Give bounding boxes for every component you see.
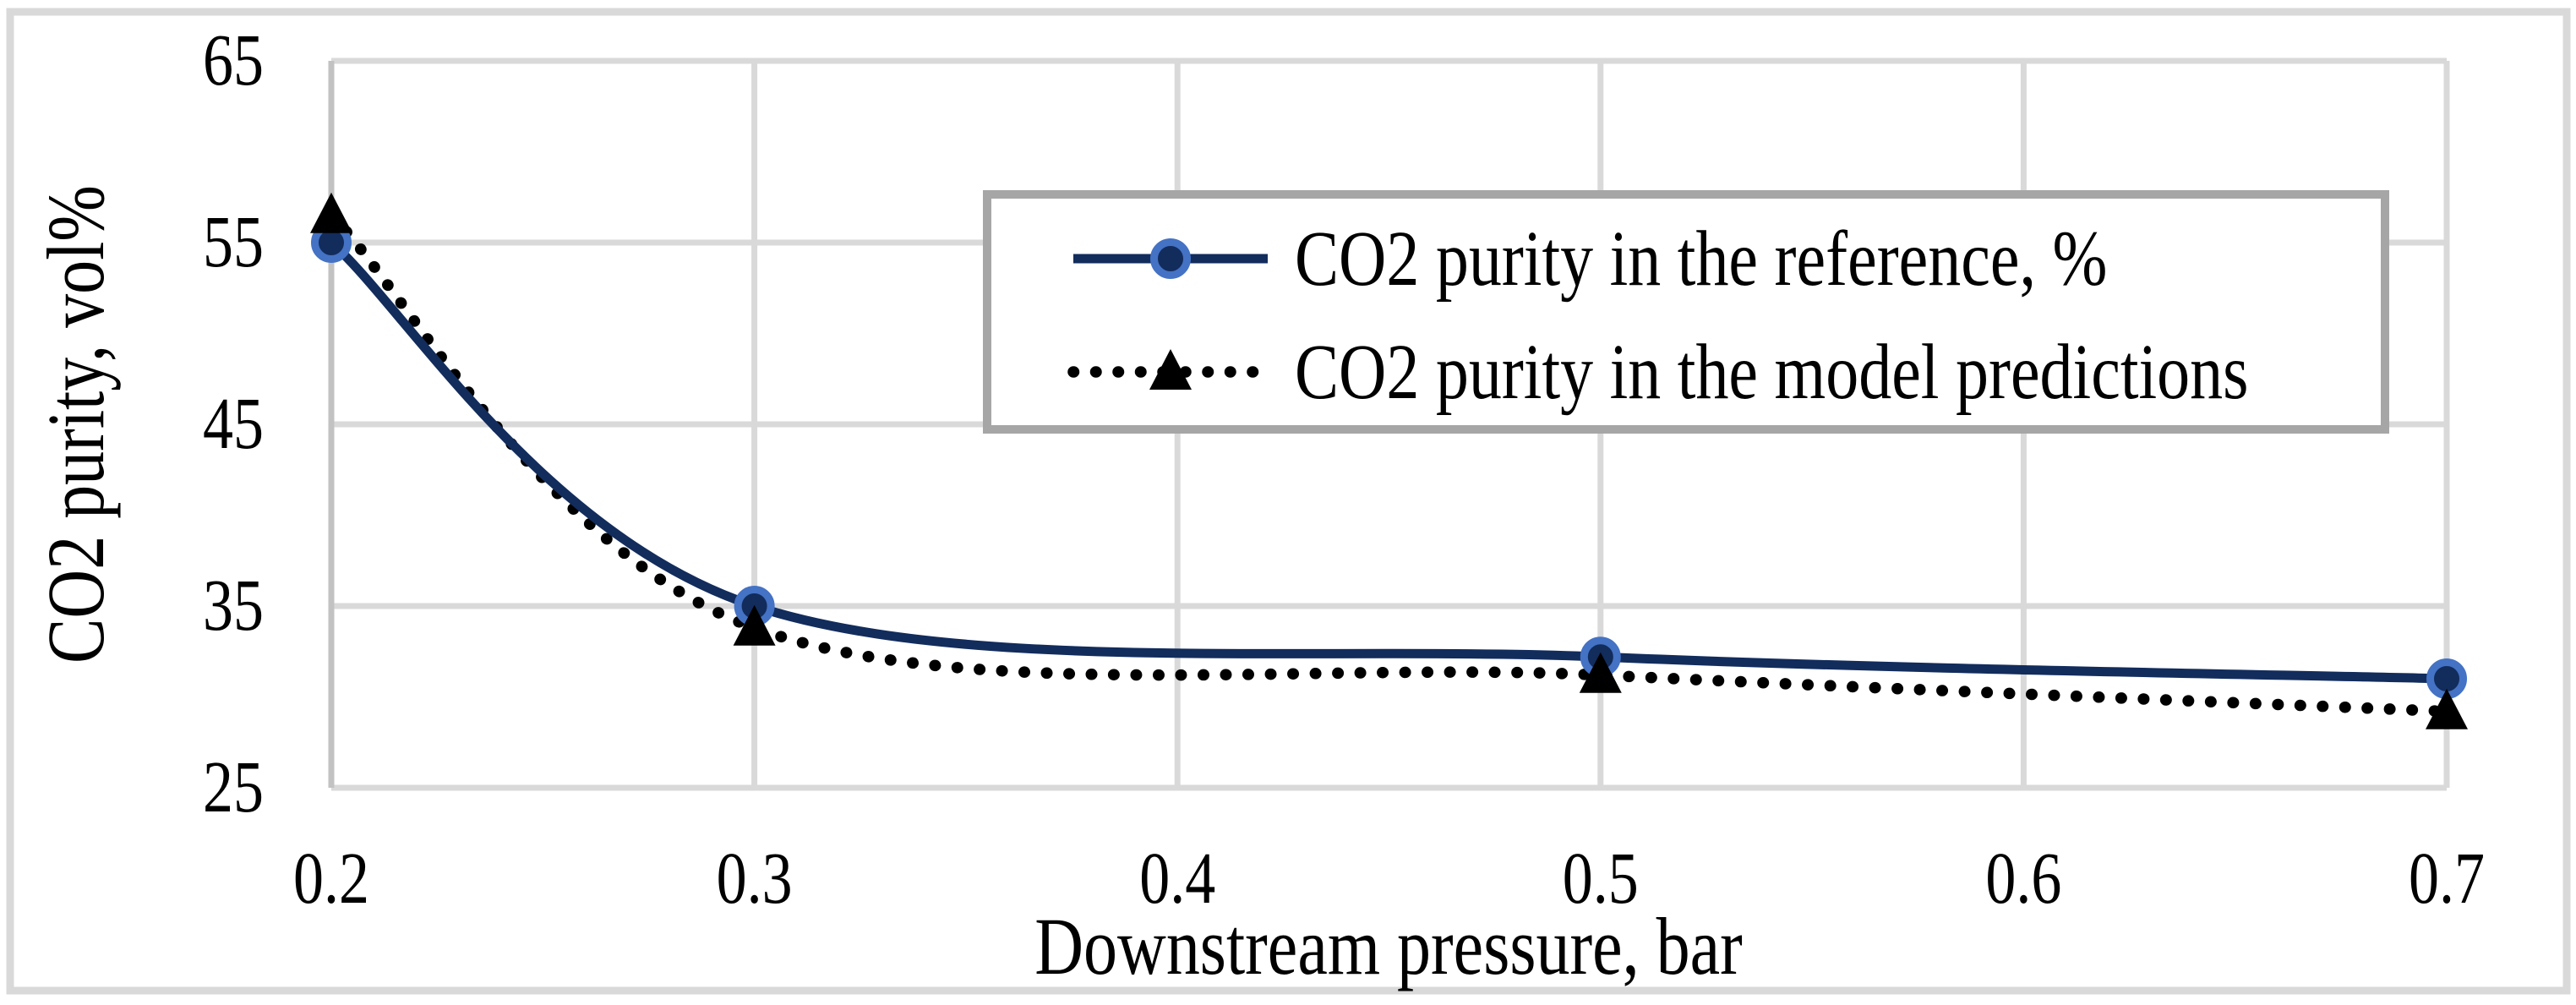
legend-triangle-marker (1149, 349, 1192, 390)
x-tick-label: 0.2 (293, 838, 369, 920)
x-tick-label: 0.7 (2409, 838, 2485, 920)
data-series (325, 210, 2453, 718)
figure-border (6, 8, 2571, 995)
x-tick-label: 0.6 (1985, 838, 2061, 920)
data-markers (310, 192, 2468, 729)
x-tick-label: 0.5 (1563, 838, 1639, 920)
y-tick-label: 25 (203, 747, 264, 828)
legend-label: CO2 purity in the model predictions (1295, 327, 2249, 415)
y-tick-label: 55 (203, 202, 264, 283)
y-tick-label: 65 (203, 20, 264, 101)
y-tick-label: 35 (203, 565, 264, 647)
triangle-marker (1579, 652, 1622, 693)
triangle-marker (2426, 688, 2468, 729)
legend-label: CO2 purity in the reference, % (1295, 214, 2107, 302)
legend-box (983, 190, 2389, 434)
y-axis-title: CO2 purity, vol% (31, 185, 121, 664)
x-axis-title: Downstream pressure, bar (1034, 902, 1742, 991)
y-tick-label: 45 (203, 384, 264, 465)
series-line-circle (328, 238, 2448, 684)
x-tick-label: 0.3 (717, 838, 793, 920)
triangle-marker (310, 192, 352, 233)
triangle-marker (733, 604, 776, 646)
x-tick-label: 0.4 (1139, 838, 1215, 920)
axis-tick-labels: 0.2 0.3 0.4 0.5 0.6 0.7 65 55 45 35 25 (203, 20, 2485, 920)
legend-circle-marker (1150, 238, 1191, 279)
legend: CO2 purity in the reference, % CO2 purity… (983, 190, 2389, 434)
